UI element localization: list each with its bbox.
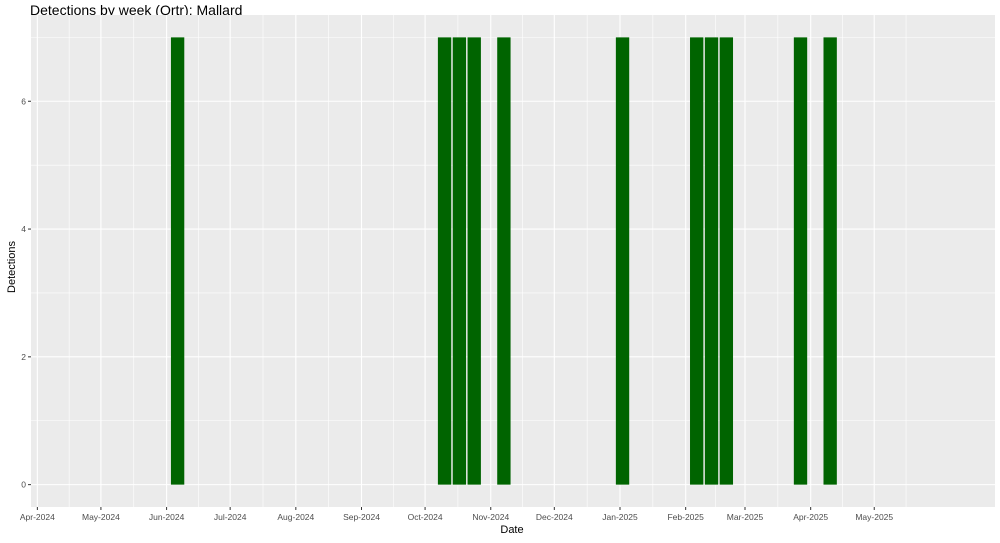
y-tick-label: 6 — [21, 96, 26, 106]
x-tick-label: Apr-2024 — [20, 512, 55, 522]
y-tick-label: 2 — [21, 352, 26, 362]
x-tick-label: May-2024 — [82, 512, 120, 522]
x-tick-label: Mar-2025 — [727, 512, 764, 522]
bar — [437, 37, 452, 485]
x-axis-label: Date — [500, 524, 524, 536]
bar — [793, 37, 808, 485]
x-tick-label: Jun-2024 — [149, 512, 185, 522]
x-tick-label: May-2025 — [855, 512, 893, 522]
x-tick-label: Apr-2025 — [793, 512, 828, 522]
x-tick-label: Sep-2024 — [343, 512, 380, 522]
chart-title: Detections by week (Qrtr): Mallard — [30, 2, 243, 18]
bar-series — [170, 37, 837, 485]
bar — [467, 37, 481, 485]
x-tick-label: Feb-2025 — [667, 512, 704, 522]
y-axis: 0 2 4 6 — [21, 96, 31, 490]
x-tick-label: Nov-2024 — [472, 512, 509, 522]
bar — [823, 37, 837, 485]
x-tick-label: Oct-2024 — [408, 512, 443, 522]
bar — [690, 37, 704, 485]
y-tick-label: 0 — [21, 480, 26, 490]
bar — [704, 37, 719, 485]
x-tick-label: Jul-2024 — [214, 512, 247, 522]
bar — [170, 37, 185, 485]
bar — [497, 37, 511, 485]
y-tick-label: 4 — [21, 224, 26, 234]
bar — [719, 37, 734, 485]
x-tick-label: Jan-2025 — [602, 512, 638, 522]
bar — [615, 37, 630, 485]
bar — [452, 37, 467, 485]
x-axis: Apr-2024 May-2024 Jun-2024 Jul-2024 Aug-2024… — [20, 507, 893, 522]
x-tick-label: Dec-2024 — [536, 512, 573, 522]
x-tick-label: Aug-2024 — [277, 512, 314, 522]
